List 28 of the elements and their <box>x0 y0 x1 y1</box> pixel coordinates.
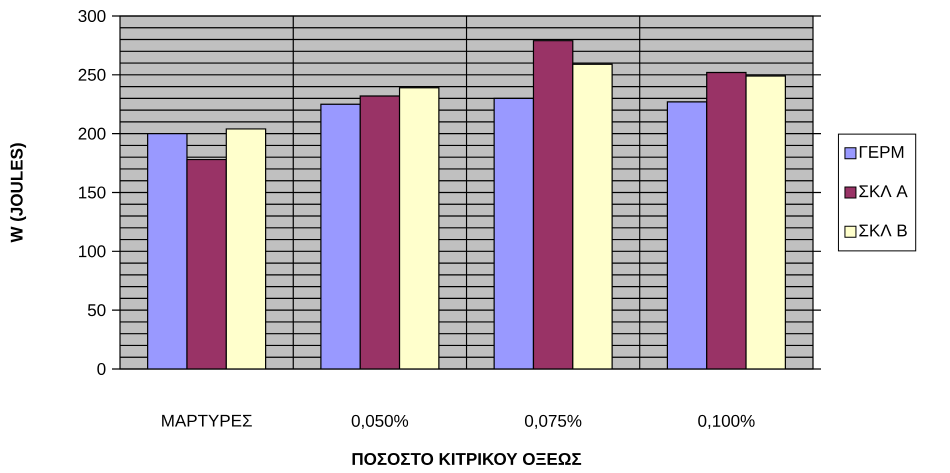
bar <box>320 104 361 369</box>
bar <box>745 75 786 369</box>
bar <box>186 158 227 369</box>
bar <box>572 64 613 369</box>
y-axis-title: W (JOULES) <box>10 143 26 243</box>
y-tick-label: 0 <box>97 362 106 376</box>
legend-label: ΣΚΛ Β <box>859 224 907 236</box>
x-tick-label: 0,050% <box>352 414 408 429</box>
y-tick-label: 150 <box>79 186 106 199</box>
y-tick-label: 250 <box>78 68 106 81</box>
bar <box>494 98 534 369</box>
y-tick-label: 300 <box>78 10 106 22</box>
bar <box>360 95 400 369</box>
bar <box>532 40 574 369</box>
legend-label: ΣΚΛ Α <box>859 185 908 198</box>
x-axis-title: ΠΟΣΟΣΤΟ ΚΙΤΡΙΚΟΥ ΟΞΕΩΣ <box>352 452 582 466</box>
bar <box>226 128 266 369</box>
bar <box>147 133 188 369</box>
y-tick-label: 200 <box>78 128 106 140</box>
x-tick-label: 0,075% <box>524 414 582 429</box>
x-tick-label: 0,100% <box>698 414 755 429</box>
bar <box>398 87 440 369</box>
y-tick-label: 50 <box>88 304 106 316</box>
bar <box>666 101 708 369</box>
x-tick-label: ΜΑΡΤΥΡΕΣ <box>162 414 252 427</box>
y-tick-label: 100 <box>79 245 106 258</box>
legend-label: ΓΕΡΜ <box>860 146 904 158</box>
bar <box>706 72 747 369</box>
